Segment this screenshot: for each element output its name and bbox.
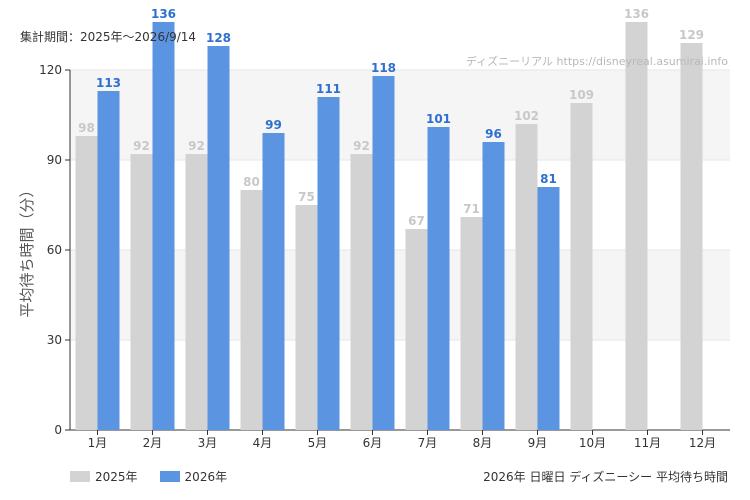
bar-2026 [207, 46, 230, 430]
data-label-2025: 136 [624, 7, 649, 21]
data-label-2025: 92 [353, 139, 370, 153]
data-label-2026: 111 [316, 82, 341, 96]
bar-2026 [372, 76, 395, 430]
legend-label-2026: 2026年 [184, 470, 228, 484]
x-tick-label: 2月 [143, 436, 163, 450]
data-label-2026: 81 [540, 172, 557, 186]
bar-2026 [482, 142, 505, 430]
bar-2025 [405, 229, 428, 430]
bar-2026 [317, 97, 340, 430]
bar-2025 [570, 103, 593, 430]
x-tick-label: 5月 [308, 436, 328, 450]
bar-2025 [625, 22, 648, 430]
legend-item-2025[interactable]: 2025年 [70, 468, 138, 485]
x-tick-label: 3月 [198, 436, 218, 450]
data-label-2026: 96 [485, 127, 502, 141]
legend-item-2026[interactable]: 2026年 [159, 468, 228, 485]
y-tick-label: 0 [54, 423, 62, 437]
data-label-2026: 99 [265, 118, 282, 132]
data-label-2025: 92 [188, 139, 205, 153]
data-label-2025: 109 [569, 88, 594, 102]
data-label-2026: 128 [206, 31, 231, 45]
x-tick-label: 8月 [473, 436, 493, 450]
data-label-2025: 129 [679, 28, 704, 42]
bar-2025 [75, 136, 98, 430]
bar-2026 [152, 22, 175, 430]
bar-2025 [185, 154, 208, 430]
y-tick-label: 30 [47, 333, 62, 347]
bar-2025 [680, 43, 703, 430]
legend-label-2025: 2025年 [95, 470, 138, 484]
footer-title: 2026年 日曜日 ディズニーシー 平均待ち時間 [483, 470, 728, 484]
bar-2026 [537, 187, 560, 430]
x-tick-label: 1月 [88, 436, 108, 450]
bar-2026 [97, 91, 120, 430]
data-label-2025: 80 [243, 175, 260, 189]
bar-2026 [262, 133, 285, 430]
x-tick-label: 6月 [363, 436, 383, 450]
legend-swatch-2025 [70, 471, 90, 482]
data-label-2025: 98 [78, 121, 95, 135]
bar-2025 [240, 190, 263, 430]
data-label-2026: 118 [371, 61, 396, 75]
grid-band [70, 250, 730, 340]
legend: 2025年 2026年 [70, 468, 227, 485]
bar-2026 [427, 127, 450, 430]
y-tick-label: 90 [47, 153, 62, 167]
data-label-2025: 71 [463, 202, 480, 216]
x-tick-label: 4月 [253, 436, 273, 450]
y-tick-label: 120 [39, 63, 62, 77]
bar-2025 [350, 154, 373, 430]
data-label-2025: 75 [298, 190, 315, 204]
bar-2025 [295, 205, 318, 430]
data-label-2026: 113 [96, 76, 121, 90]
bar-2025 [460, 217, 483, 430]
legend-swatch-2026 [159, 471, 180, 482]
bar-2025 [130, 154, 153, 430]
x-tick-label: 7月 [418, 436, 438, 450]
data-label-2025: 67 [408, 214, 425, 228]
watermark: ディズニーリアル https://disneyreal.asumirai.inf… [465, 55, 728, 68]
y-tick-label: 60 [47, 243, 62, 257]
grid-band [70, 70, 730, 160]
x-tick-label: 9月 [528, 436, 548, 450]
period-label: 集計期間：2025年～2026/9/14 [20, 30, 197, 44]
bar-2025 [515, 124, 538, 430]
data-label-2026: 136 [151, 7, 176, 21]
data-label-2025: 102 [514, 109, 539, 123]
x-tick-label: 10月 [579, 436, 606, 450]
data-label-2026: 101 [426, 112, 451, 126]
data-label-2025: 92 [133, 139, 150, 153]
x-tick-label: 11月 [634, 436, 661, 450]
y-axis-label: 平均待ち時間（分） [18, 182, 36, 317]
x-tick-label: 12月 [689, 436, 716, 450]
